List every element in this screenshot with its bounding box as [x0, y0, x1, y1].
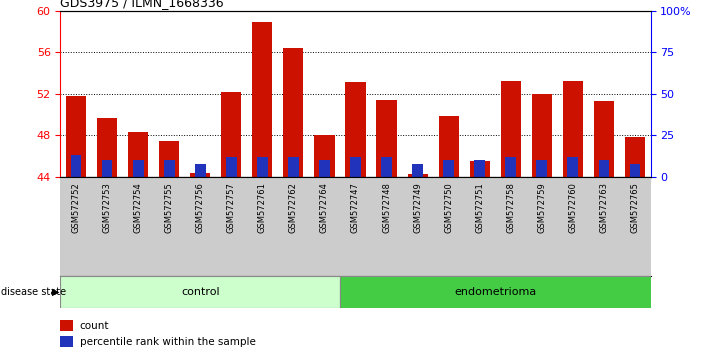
Bar	[133, 160, 144, 177]
Text: GSM572759: GSM572759	[538, 182, 546, 233]
Bar	[532, 94, 552, 177]
Bar	[625, 137, 645, 177]
Text: GSM572755: GSM572755	[165, 182, 173, 233]
Bar	[376, 100, 397, 177]
Text: GSM572758: GSM572758	[506, 182, 515, 233]
Bar	[470, 161, 490, 177]
Text: GSM572756: GSM572756	[196, 182, 205, 233]
Text: control: control	[181, 287, 220, 297]
Bar	[252, 22, 272, 177]
Text: GDS3975 / ILMN_1668336: GDS3975 / ILMN_1668336	[60, 0, 224, 10]
Bar	[599, 160, 609, 177]
Bar	[60, 336, 73, 347]
Bar	[226, 157, 237, 177]
Bar	[283, 48, 304, 177]
Bar	[314, 135, 335, 177]
Bar	[288, 157, 299, 177]
Bar	[412, 164, 423, 177]
Bar	[60, 320, 73, 331]
Text: GSM572749: GSM572749	[413, 182, 422, 233]
Bar	[407, 174, 428, 177]
Bar	[563, 81, 583, 177]
Bar	[439, 116, 459, 177]
Bar	[221, 92, 241, 177]
Bar	[443, 160, 454, 177]
Text: GSM572757: GSM572757	[227, 182, 236, 233]
Text: GSM572762: GSM572762	[289, 182, 298, 233]
Bar	[381, 157, 392, 177]
Text: GSM572748: GSM572748	[382, 182, 391, 233]
Bar	[630, 164, 641, 177]
Bar	[257, 157, 268, 177]
Text: disease state: disease state	[1, 287, 66, 297]
Bar	[340, 276, 651, 308]
Text: GSM572753: GSM572753	[102, 182, 112, 233]
Bar	[350, 157, 361, 177]
Text: GSM572751: GSM572751	[475, 182, 484, 233]
Text: GSM572765: GSM572765	[631, 182, 639, 233]
Text: GSM572750: GSM572750	[444, 182, 453, 233]
Bar	[594, 101, 614, 177]
Text: GSM572761: GSM572761	[258, 182, 267, 233]
Bar	[346, 82, 365, 177]
Bar	[70, 155, 81, 177]
Bar	[195, 164, 205, 177]
Text: count: count	[80, 321, 109, 331]
Bar	[474, 160, 485, 177]
Bar	[506, 157, 516, 177]
Text: ▶: ▶	[52, 287, 60, 297]
Bar	[536, 160, 547, 177]
Bar	[319, 160, 330, 177]
Bar	[66, 96, 86, 177]
Bar	[128, 132, 148, 177]
Text: GSM572754: GSM572754	[134, 182, 143, 233]
Bar	[60, 276, 340, 308]
Bar	[102, 160, 112, 177]
Bar	[164, 160, 175, 177]
Text: GSM572760: GSM572760	[568, 182, 577, 233]
Text: GSM572764: GSM572764	[320, 182, 329, 233]
Text: endometrioma: endometrioma	[454, 287, 536, 297]
Bar	[97, 118, 117, 177]
Text: GSM572747: GSM572747	[351, 182, 360, 233]
Bar	[159, 141, 179, 177]
Text: GSM572752: GSM572752	[72, 182, 80, 233]
Bar	[501, 81, 521, 177]
Bar	[567, 157, 578, 177]
Bar	[190, 173, 210, 177]
Text: GSM572763: GSM572763	[599, 182, 609, 233]
Text: percentile rank within the sample: percentile rank within the sample	[80, 337, 255, 347]
